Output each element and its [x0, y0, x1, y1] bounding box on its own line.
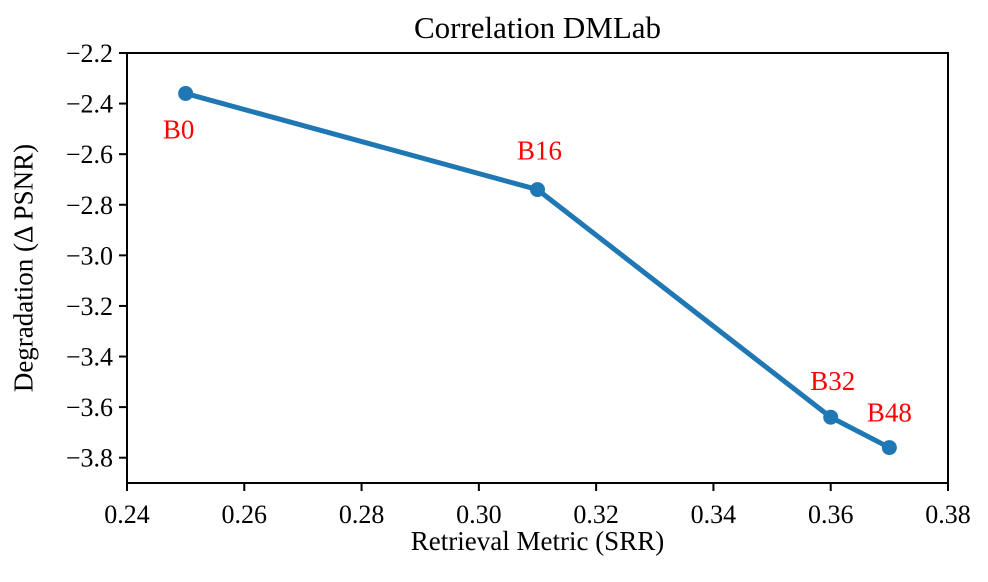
y-tick-label: −2.2 [66, 39, 113, 68]
x-tick-label: 0.32 [573, 500, 619, 529]
y-tick-label: −3.8 [66, 444, 113, 473]
point-label-b16: B16 [517, 136, 562, 166]
data-point-marker [178, 85, 194, 101]
data-point-marker [530, 182, 545, 198]
y-tick-label: −2.4 [66, 90, 113, 119]
data-point-marker [881, 440, 897, 456]
x-axis-label: Retrieval Metric (SRR) [410, 526, 665, 556]
x-tick-label: 0.38 [925, 500, 971, 529]
x-tick-label: 0.34 [691, 500, 737, 529]
point-label-b32: B32 [810, 366, 855, 396]
y-tick-label: −3.4 [66, 343, 113, 372]
chart-title: Correlation DMLab [413, 10, 662, 45]
y-tick-label: −3.6 [66, 393, 113, 422]
axes-spines [126, 52, 949, 484]
y-tick-label: −3.2 [66, 292, 113, 321]
point-label-b48: B48 [867, 398, 912, 428]
series-line [183, 90, 892, 451]
y-tick-label: −2.8 [66, 191, 113, 220]
y-tick-label: −3.0 [66, 241, 113, 270]
x-tick-label: 0.24 [104, 500, 150, 529]
x-tick-label: 0.36 [808, 500, 854, 529]
y-tick-label: −2.6 [66, 140, 113, 169]
x-tick-label: 0.30 [456, 500, 502, 529]
point-label-b0: B0 [163, 114, 195, 144]
x-tick-label: 0.26 [222, 500, 268, 529]
data-point-marker [823, 409, 839, 425]
y-axis-label: Degradation (Δ PSNR) [8, 143, 39, 393]
x-tick-label: 0.28 [339, 500, 385, 529]
